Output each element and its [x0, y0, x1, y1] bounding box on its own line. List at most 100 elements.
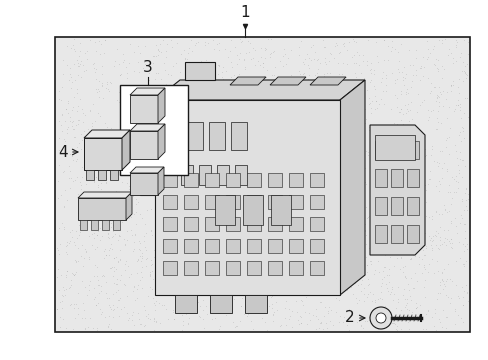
Point: [93, 327, 101, 333]
Point: [287, 203, 295, 209]
Point: [61, 138, 69, 144]
Point: [412, 305, 420, 310]
Point: [404, 47, 412, 53]
Point: [444, 151, 451, 157]
Point: [184, 132, 192, 138]
Point: [376, 289, 384, 295]
Point: [367, 184, 375, 190]
Bar: [246, 217, 261, 231]
Point: [238, 185, 246, 190]
Point: [107, 224, 115, 230]
Point: [315, 82, 323, 88]
Point: [463, 114, 471, 120]
Point: [70, 95, 78, 100]
Point: [456, 138, 464, 144]
Point: [337, 130, 345, 135]
Point: [110, 156, 118, 162]
Point: [221, 46, 228, 52]
Point: [238, 109, 245, 114]
Point: [424, 215, 431, 220]
Point: [278, 217, 286, 223]
Point: [294, 321, 302, 327]
Point: [441, 325, 449, 331]
Point: [159, 143, 166, 149]
Point: [87, 217, 95, 223]
Point: [224, 109, 232, 115]
Point: [286, 151, 294, 157]
Point: [365, 317, 372, 323]
Point: [258, 104, 265, 110]
Point: [204, 200, 212, 206]
Point: [446, 220, 453, 226]
Point: [167, 170, 175, 176]
Point: [369, 204, 377, 210]
Point: [78, 315, 86, 320]
Point: [62, 274, 70, 279]
Point: [403, 90, 411, 95]
Point: [406, 255, 414, 260]
Point: [95, 290, 102, 296]
Point: [408, 243, 416, 249]
Point: [195, 247, 203, 253]
Bar: [374, 135, 414, 160]
Point: [122, 70, 130, 76]
Point: [169, 244, 177, 249]
Point: [223, 154, 230, 160]
Point: [216, 101, 224, 107]
Bar: [91, 220, 98, 230]
Point: [356, 289, 364, 294]
Point: [293, 318, 301, 323]
Point: [425, 176, 433, 182]
Point: [97, 284, 105, 289]
Point: [306, 44, 314, 50]
Point: [374, 130, 382, 136]
Point: [232, 53, 240, 58]
Point: [331, 309, 339, 315]
Point: [128, 95, 136, 100]
Point: [136, 247, 144, 253]
Point: [246, 152, 254, 157]
Point: [89, 154, 97, 159]
Point: [355, 97, 363, 103]
Point: [354, 235, 362, 240]
Point: [325, 318, 333, 324]
Point: [308, 107, 316, 112]
Point: [434, 99, 442, 105]
Point: [93, 89, 101, 95]
Point: [180, 103, 187, 109]
Point: [185, 209, 193, 215]
Point: [439, 278, 447, 284]
Point: [283, 196, 291, 202]
Point: [110, 63, 118, 69]
Point: [291, 145, 299, 151]
Point: [409, 247, 417, 253]
Point: [458, 261, 466, 267]
Point: [102, 37, 109, 43]
Point: [291, 140, 299, 145]
Point: [360, 292, 367, 297]
Point: [100, 218, 107, 224]
Point: [280, 198, 288, 204]
Point: [215, 174, 223, 179]
Point: [266, 277, 274, 283]
Point: [403, 233, 410, 239]
Polygon shape: [269, 77, 305, 85]
Point: [247, 181, 255, 187]
Point: [259, 60, 266, 66]
Point: [445, 276, 453, 282]
Point: [450, 106, 458, 112]
Polygon shape: [122, 130, 130, 170]
Point: [281, 298, 289, 304]
Point: [287, 324, 295, 330]
Point: [96, 306, 103, 312]
Point: [451, 44, 459, 50]
Point: [300, 309, 308, 315]
Point: [98, 80, 105, 86]
Point: [94, 147, 102, 152]
Point: [67, 175, 75, 180]
Point: [341, 94, 348, 100]
Bar: [163, 195, 177, 209]
Point: [361, 166, 368, 171]
Point: [137, 269, 144, 275]
Point: [388, 199, 396, 204]
